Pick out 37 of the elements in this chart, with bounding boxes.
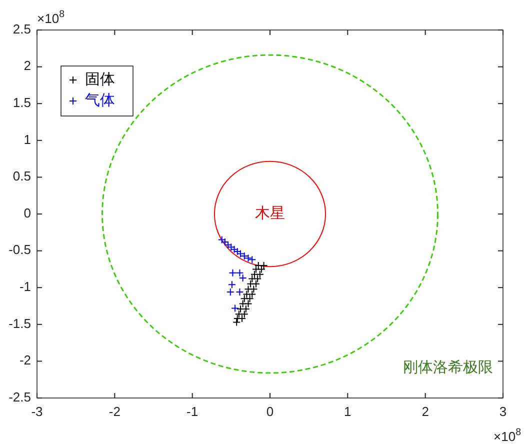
x-tick-label: 3 [499,404,507,419]
point [257,265,266,274]
point [234,310,243,318]
point [236,288,244,296]
text: ×10$^{8}$ [37,9,64,26]
point [226,288,234,296]
legend-label: 气体 [85,92,115,109]
point [228,280,236,289]
y-tick-label: 0 [24,205,31,220]
point [244,254,252,262]
y-tick-label: 0.5 [12,168,31,184]
y-tick-label: -2 [19,352,31,368]
x-tick-label: -3 [31,404,43,419]
y-tick-label: 1.5 [12,95,31,110]
y-tick-label: 2 [24,58,31,74]
y-tick-label: 1 [24,132,31,147]
point [228,268,237,277]
legend-label: 固体 [85,70,115,88]
x-tick-label: 1 [344,404,352,419]
point [248,256,256,264]
x-tick-label: -1 [186,404,198,419]
point [218,236,226,244]
y-tick-label: -0.5 [8,242,31,258]
x-tick-label: -2 [108,404,120,419]
y-tick-label: -2.5 [8,389,31,404]
point [240,252,248,260]
point [220,238,229,246]
x-tick-label: 0 [266,404,274,419]
y-tick-label: -1 [19,279,31,294]
text: ×10$^{8}$ [494,427,521,444]
y-tick-label: 2.5 [12,21,31,36]
point [231,304,240,312]
annotation: 刚体洛希极限 [403,358,493,376]
x-tick-label: 2 [422,404,429,419]
point [232,318,241,326]
y-tick-label: -1.5 [8,316,31,331]
annotation: 木星 [255,204,285,222]
